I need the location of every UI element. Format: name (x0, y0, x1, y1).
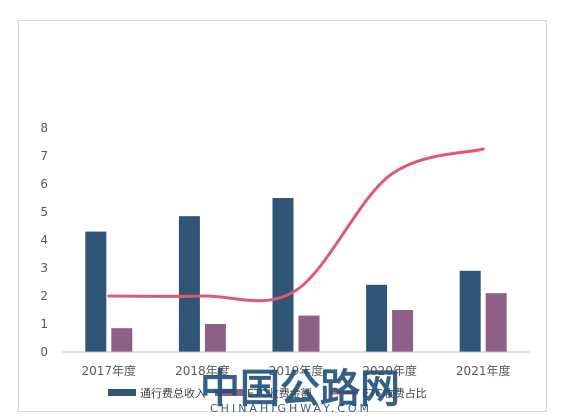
watermark: 中国公路网 CHINAHIGHWAY.COM (200, 366, 400, 415)
y-tick-label: 7 (40, 149, 48, 163)
y-tick-label: 3 (40, 261, 48, 275)
x-tick-label: 2020年度 (362, 363, 417, 378)
bar-etc-amount (111, 328, 133, 352)
y-tick-label: 4 (40, 233, 48, 247)
bar-toll-revenue (178, 216, 200, 352)
line-etc-share (107, 147, 485, 303)
bar-etc-amount (485, 293, 507, 352)
bar-toll-revenue (85, 231, 107, 352)
bar-toll-revenue (459, 270, 481, 352)
line-group (107, 147, 485, 303)
x-tick-label: 2018年度 (175, 363, 230, 378)
x-tick-label: 2019年度 (269, 363, 324, 378)
x-tick-label: 2017年度 (82, 363, 137, 378)
x-axis: 2017年度 2018年度 2019年度 2020年度 2021年度 (62, 351, 530, 378)
y-axis: 0 1 2 3 4 5 6 7 8 (40, 121, 48, 359)
bar-toll-revenue (272, 198, 294, 352)
y-tick-label: 8 (40, 121, 48, 135)
legend-label: 通行费总收入 (140, 386, 206, 400)
bar-etc-amount (298, 315, 320, 352)
y-tick-label: 0 (40, 345, 48, 359)
x-tick-label: 2021年度 (456, 363, 511, 378)
y-tick-label: 5 (40, 205, 48, 219)
bar-toll-revenue (366, 284, 388, 352)
y-tick-label: 6 (40, 177, 48, 191)
y-tick-label: 1 (40, 317, 48, 331)
bars-group (85, 198, 507, 352)
legend-swatch (215, 389, 243, 396)
legend: 通行费总收入 ETC收费金额 ETC收费占比 (108, 386, 427, 400)
legend-swatch (108, 389, 136, 396)
y-tick-label: 2 (40, 289, 48, 303)
legend-label: ETC收费占比 (362, 386, 427, 400)
watermark-title: 中国公路网 (200, 366, 400, 412)
legend-label: ETC收费金额 (247, 386, 312, 400)
bar-etc-amount (204, 324, 226, 352)
bar-etc-amount (392, 310, 414, 352)
watermark-subtitle: CHINAHIGHWAY.COM (210, 402, 372, 415)
